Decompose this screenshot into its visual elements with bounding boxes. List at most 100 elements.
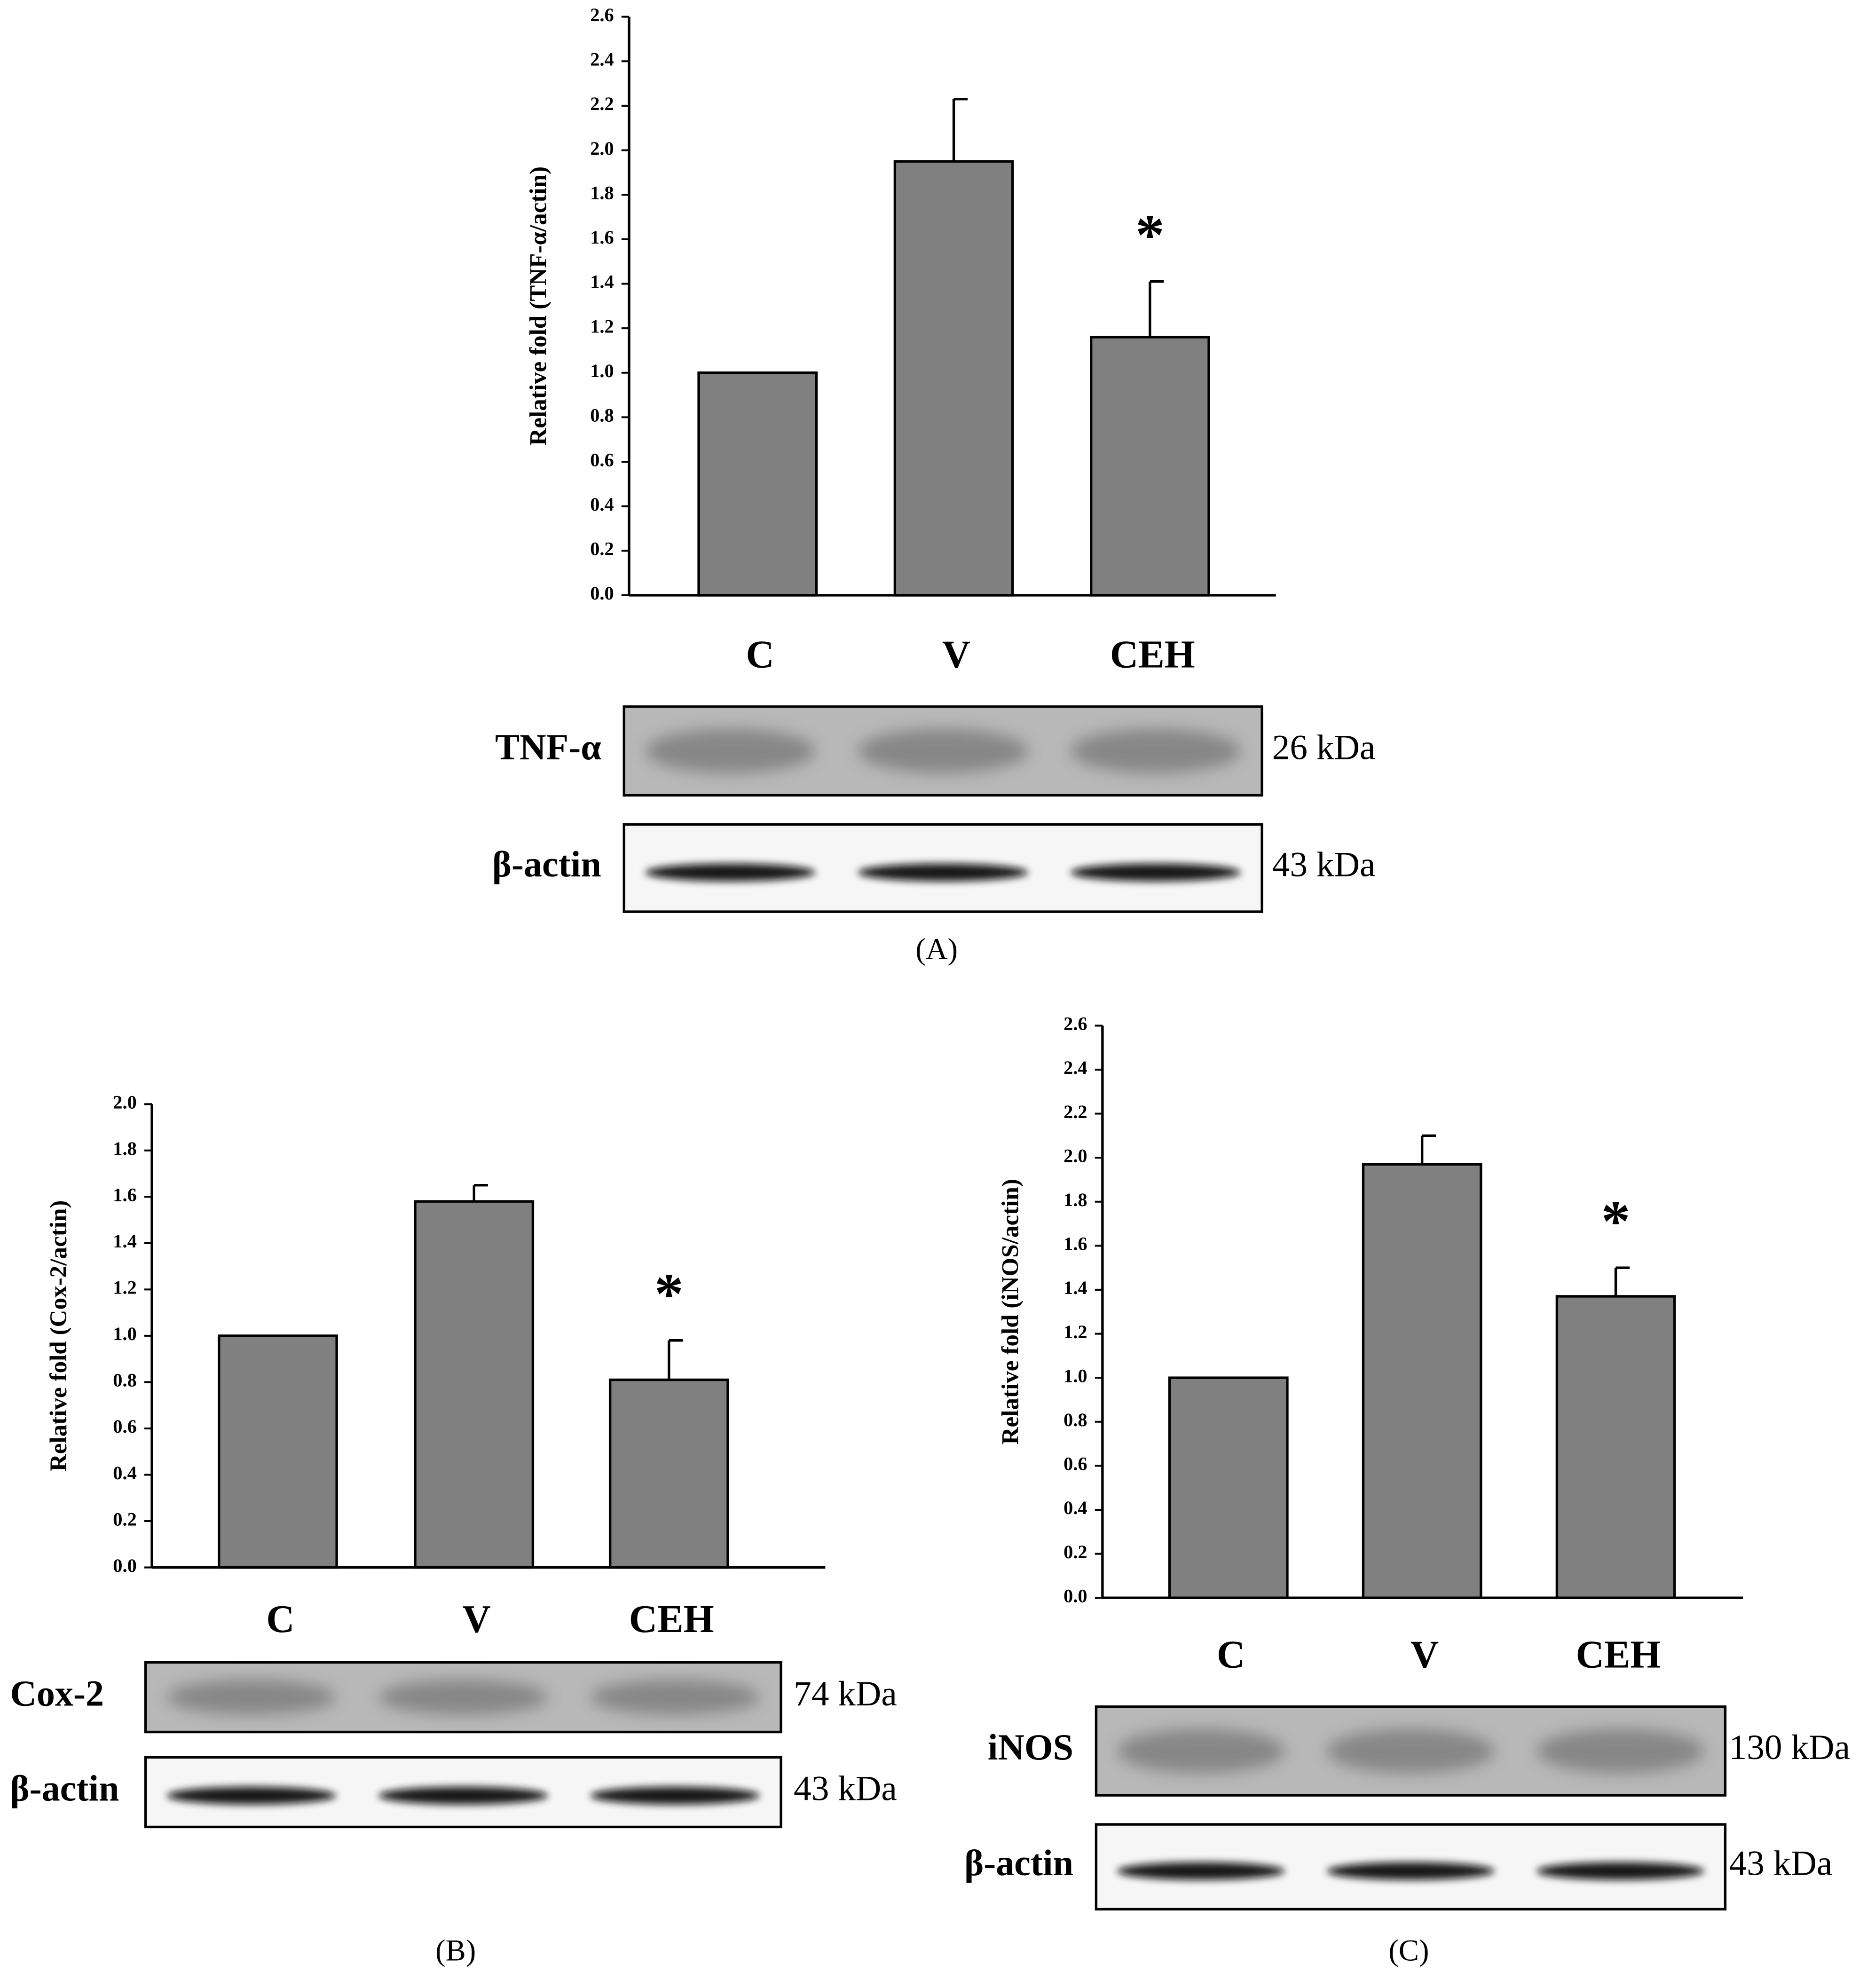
y-tick-label: 2.0 <box>1063 1145 1087 1166</box>
y-tick-label: 1.4 <box>590 271 614 292</box>
blot-frame <box>622 705 1263 797</box>
y-tick-label: 1.4 <box>1063 1277 1087 1298</box>
bar <box>1362 1163 1482 1599</box>
blot-protein-label: Cox-2 <box>10 1672 104 1713</box>
x-tick-label: CEH <box>629 1598 714 1641</box>
blot-frame <box>144 1661 782 1734</box>
y-tick-label: 1.8 <box>113 1138 136 1159</box>
y-axis-label: Relative fold (TNF-α/actin) <box>525 166 551 446</box>
y-tick-label: 2.4 <box>590 49 614 70</box>
error-bar <box>1149 280 1164 338</box>
x-tick-label: C <box>746 633 774 677</box>
y-tick-label: 1.2 <box>590 316 614 337</box>
y-axis-label: Relative fold (Cox-2/actin) <box>45 1200 72 1472</box>
error-bar <box>668 1339 683 1380</box>
y-tick-label: 0.8 <box>113 1370 136 1391</box>
y-tick-label: 0.2 <box>590 538 614 560</box>
blot-image <box>622 705 1263 797</box>
y-tick-label: 1.0 <box>1063 1365 1087 1386</box>
bar <box>1168 1376 1289 1599</box>
x-tick-label: C <box>266 1598 294 1641</box>
bar <box>608 1378 729 1569</box>
blot-band <box>378 1786 548 1805</box>
blot-size-label: 43 kDa <box>1272 845 1376 884</box>
y-axis-label: Relative fold (iNOS/actin) <box>997 1179 1024 1444</box>
blot-size-label: 74 kDa <box>794 1674 897 1713</box>
blot-protein-label: β-actin <box>492 844 601 884</box>
y-tick-label: 0.8 <box>590 405 614 426</box>
blot-band <box>1536 1862 1704 1880</box>
y-tick-label: 2.4 <box>1063 1057 1087 1078</box>
blot-band <box>858 863 1028 882</box>
y-tick-label: 0.0 <box>113 1555 136 1576</box>
y-tick-label: 0.6 <box>1063 1453 1087 1475</box>
blot-size-label: 130 kDa <box>1729 1728 1850 1767</box>
significance-mark: * <box>1601 1189 1631 1253</box>
blot-band <box>590 1680 760 1715</box>
bar <box>218 1334 338 1569</box>
y-tick-label: 2.0 <box>113 1091 136 1112</box>
panel-label: (C) <box>1388 1933 1429 1968</box>
blot-band <box>1071 728 1241 773</box>
blot-band <box>378 1680 548 1715</box>
blot-image <box>622 823 1263 913</box>
y-tick-label: 2.6 <box>1063 1013 1087 1034</box>
y-tick-label: 1.8 <box>1063 1189 1087 1210</box>
bar <box>697 371 818 597</box>
significance-mark: * <box>1135 203 1165 267</box>
x-tick-label: V <box>942 633 970 677</box>
y-tick-label: 1.4 <box>113 1231 136 1252</box>
y-tick-label: 1.6 <box>590 227 614 248</box>
x-tick-label: CEH <box>1576 1633 1661 1677</box>
y-tick-label: 0.0 <box>1063 1585 1087 1606</box>
y-tick-label: 1.6 <box>1063 1233 1087 1254</box>
blot-band <box>166 1786 337 1805</box>
significance-mark: * <box>654 1262 684 1326</box>
error-bar <box>473 1183 488 1202</box>
panel-label: (B) <box>435 1933 476 1968</box>
error-bar <box>1420 1134 1436 1165</box>
y-tick-label: 0.2 <box>1063 1541 1087 1562</box>
y-tick-label: 1.2 <box>1063 1321 1087 1342</box>
blot-image <box>1095 1705 1727 1797</box>
blot-band <box>1071 863 1241 882</box>
blot-frame <box>1095 1823 1727 1911</box>
y-tick-label: 0.0 <box>590 583 614 604</box>
blot-band <box>590 1786 760 1805</box>
blot-band <box>645 728 816 773</box>
x-tick-label: V <box>462 1598 490 1641</box>
blot-band <box>1536 1728 1704 1774</box>
error-bar <box>1614 1266 1630 1296</box>
blot-frame <box>622 823 1263 913</box>
blot-size-label: 43 kDa <box>1729 1844 1833 1883</box>
blot-band <box>1327 1728 1495 1774</box>
x-tick-label: CEH <box>1110 633 1195 677</box>
bar <box>893 160 1014 597</box>
y-tick-label: 0.6 <box>590 449 614 470</box>
y-tick-label: 2.6 <box>590 4 614 25</box>
bar <box>414 1200 535 1569</box>
blot-band <box>858 728 1028 773</box>
y-tick-label: 1.0 <box>590 360 614 381</box>
blot-frame <box>1095 1705 1727 1797</box>
y-tick-label: 2.0 <box>590 138 614 159</box>
blot-image <box>144 1756 782 1829</box>
blot-band <box>1117 1728 1285 1774</box>
blot-band <box>645 863 816 882</box>
y-tick-label: 2.2 <box>590 93 614 114</box>
bar <box>1089 336 1210 597</box>
error-bar <box>952 98 968 162</box>
panel-label: (A) <box>915 932 958 966</box>
blot-size-label: 26 kDa <box>1272 728 1376 767</box>
y-tick-label: 0.4 <box>1063 1497 1087 1518</box>
bar <box>1555 1295 1676 1599</box>
y-tick-label: 1.8 <box>590 182 614 203</box>
blot-image <box>1095 1823 1727 1911</box>
x-tick-label: C <box>1217 1633 1245 1677</box>
y-tick-label: 0.4 <box>113 1462 136 1483</box>
y-tick-label: 0.6 <box>113 1416 136 1437</box>
y-tick-label: 2.2 <box>1063 1101 1087 1122</box>
y-tick-label: 1.0 <box>113 1323 136 1344</box>
blot-band <box>1117 1862 1285 1880</box>
